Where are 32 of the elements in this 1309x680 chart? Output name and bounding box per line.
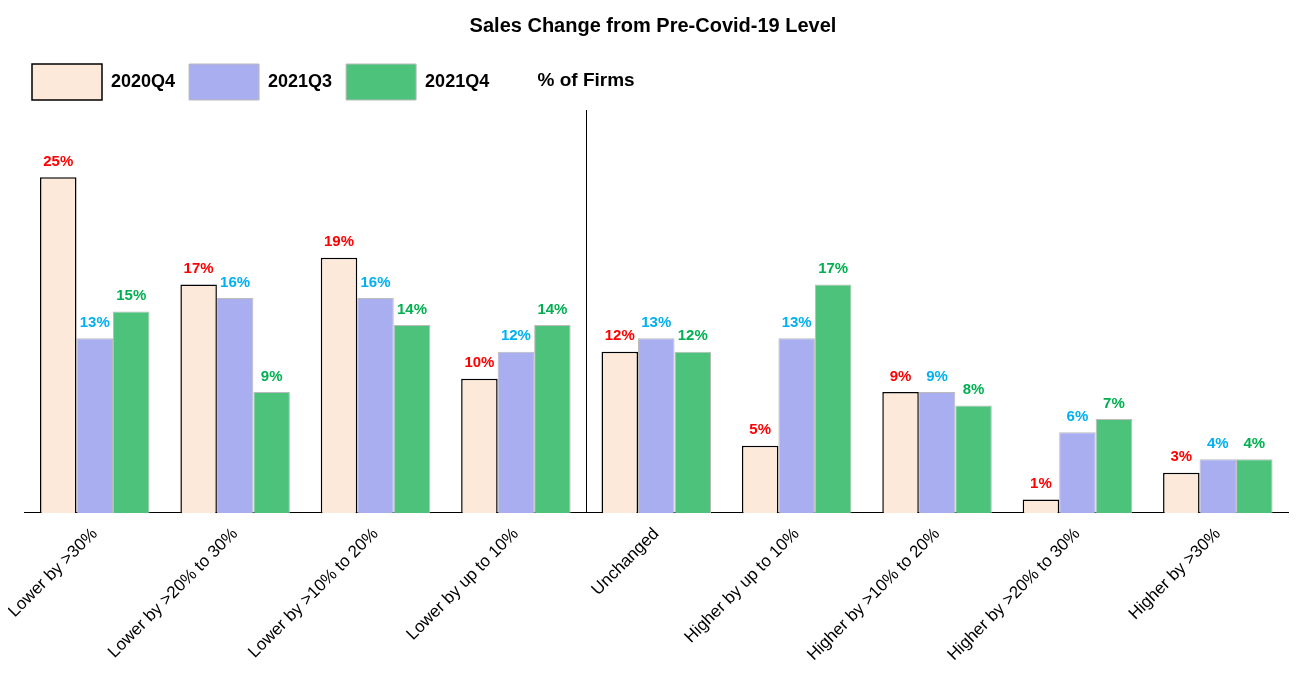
data-label: 12% <box>677 326 708 344</box>
data-label: 14% <box>397 299 428 317</box>
data-label: 12% <box>500 326 531 344</box>
data-label: 10% <box>464 353 495 371</box>
chart-title: Sales Change from Pre-Covid-19 Level <box>469 13 837 36</box>
data-label: 15% <box>116 286 147 304</box>
data-label: 13% <box>79 312 110 330</box>
data-label: 1% <box>1030 474 1052 492</box>
data-label: 16% <box>220 272 251 290</box>
data-label: 5% <box>749 420 772 438</box>
data-label: 12% <box>604 326 635 344</box>
data-label: 9% <box>926 366 948 384</box>
data-label: 7% <box>1103 393 1125 411</box>
data-label: 13% <box>781 312 812 330</box>
y-axis-title: % of Firms <box>537 68 635 90</box>
data-label: 8% <box>962 380 985 398</box>
legend-label: 2021Q3 <box>268 70 333 91</box>
data-label: 14% <box>537 299 568 317</box>
data-label: 25% <box>43 151 74 169</box>
data-label: 4% <box>1206 433 1229 451</box>
data-label: 6% <box>1066 407 1089 424</box>
legend-label: 2021Q4 <box>425 70 490 91</box>
data-label: 9% <box>260 366 283 384</box>
legend-label: 2020Q4 <box>111 70 176 91</box>
data-label: 19% <box>324 232 355 250</box>
data-label: 16% <box>360 272 391 290</box>
data-label: 3% <box>1170 447 1193 465</box>
data-label: 17% <box>818 259 849 277</box>
data-label: 9% <box>889 366 912 384</box>
data-label: 17% <box>183 259 214 277</box>
data-label: 13% <box>641 312 672 330</box>
data-label: 4% <box>1243 433 1266 451</box>
